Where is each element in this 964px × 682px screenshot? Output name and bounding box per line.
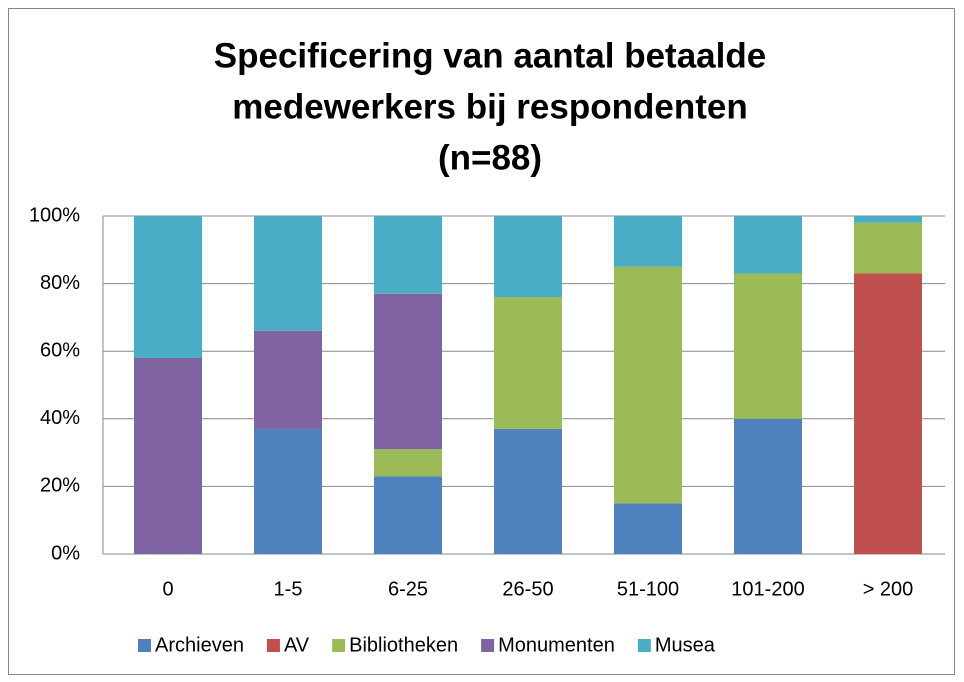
x-tick-label: > 200 — [863, 578, 914, 600]
y-tick-label: 40% — [40, 407, 80, 429]
bar-segment — [734, 418, 802, 554]
x-tick-label: 1-5 — [274, 578, 303, 600]
legend-label: Monumenten — [498, 634, 615, 656]
bar-segment — [854, 222, 922, 274]
x-tick-label: 26-50 — [502, 578, 553, 600]
x-tick-label: 51-100 — [617, 578, 679, 600]
chart-title: medewerkers bij respondenten — [232, 87, 747, 126]
chart-title: Specificering van aantal betaalde — [214, 36, 766, 75]
bar-segment — [614, 266, 682, 504]
bar-segment — [134, 216, 202, 358]
bar-segment — [734, 216, 802, 274]
legend-swatch — [332, 639, 346, 652]
y-tick-label: 20% — [40, 475, 80, 497]
bar-segment — [254, 330, 322, 429]
y-tick-label: 0% — [51, 542, 80, 564]
chart-title: (n=88) — [438, 138, 542, 177]
bar-segment — [254, 428, 322, 554]
bar-segment — [854, 273, 922, 554]
legend-label: AV — [284, 634, 310, 656]
x-tick-label: 101-200 — [731, 578, 804, 600]
y-tick-label: 100% — [29, 204, 80, 226]
legend-label: Archieven — [155, 634, 244, 656]
bar-segment — [374, 216, 442, 294]
y-tick-label: 60% — [40, 339, 80, 361]
bar-segment — [614, 216, 682, 267]
bar-segment — [494, 216, 562, 298]
legend-swatch — [637, 639, 651, 652]
bar-segment — [374, 476, 442, 554]
bar-segment — [854, 216, 922, 223]
bar-segment — [494, 428, 562, 554]
x-tick-label: 0 — [162, 578, 173, 600]
legend-swatch — [138, 639, 151, 652]
bar-segment — [374, 293, 442, 450]
bar-segment — [494, 297, 562, 429]
legend-swatch — [481, 639, 495, 652]
bar-segment — [614, 503, 682, 554]
x-tick-label: 6-25 — [388, 578, 428, 600]
bar-segment — [134, 357, 202, 554]
legend-label: Musea — [655, 634, 716, 656]
bar-segment — [734, 273, 802, 419]
y-tick-label: 80% — [40, 272, 80, 294]
bar-segment — [374, 449, 442, 477]
legend-swatch — [266, 639, 280, 652]
legend-label: Bibliotheken — [349, 634, 458, 656]
bar-segment — [254, 216, 322, 331]
